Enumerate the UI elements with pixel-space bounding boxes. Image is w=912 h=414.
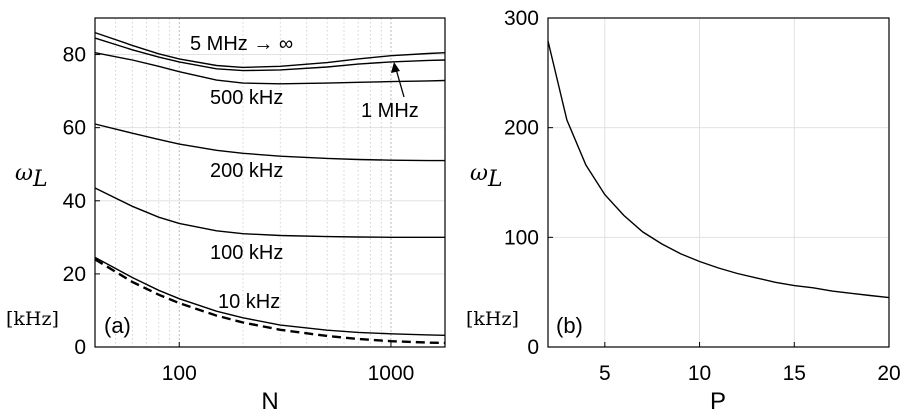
panel-b-y-tick-label: 0 <box>527 336 539 359</box>
panel-a-y-axis-label: ωL <box>15 161 48 192</box>
panel-a-x-tick-label: 1000 <box>368 362 415 385</box>
panel-a-ticks: 100 1000 0 20 40 60 80 <box>63 44 415 385</box>
panel-b-y-tick-label: 200 <box>504 117 539 140</box>
panel-b-unit-label: [kHz] <box>466 308 519 330</box>
annotation-5mhz: 5 MHz → ∞ <box>190 33 293 55</box>
annotation-100khz: 100 kHz <box>210 242 283 264</box>
panel-b-label: (b) <box>556 313 583 338</box>
panel-b-x-tick-label: 15 <box>783 362 806 385</box>
panel-b-x-tick-label: 5 <box>599 362 611 385</box>
panel-b-x-tick-label: 10 <box>688 362 711 385</box>
annotation-500khz: 500 kHz <box>210 87 283 109</box>
panel-a-series-line-3 <box>94 123 445 162</box>
panel-a-series-line-2 <box>94 52 446 85</box>
panel-a-label: (a) <box>104 313 131 338</box>
panel-a-unit-label: [kHz] <box>6 308 59 330</box>
panel-a-frame <box>94 17 446 348</box>
panel-a-y-tick-label: 0 <box>74 336 86 359</box>
panel-a-y-tick-label: 80 <box>63 44 86 67</box>
panel-a-x-axis-label: N <box>261 388 278 414</box>
annotation-1mhz-arrowhead <box>391 62 400 73</box>
panel-a-y-tick-label: 60 <box>63 117 86 140</box>
panel-b-y-tick-label: 300 <box>504 7 539 30</box>
panel-a-annotations: 5 MHz → ∞ 500 kHz 1 MHz 200 kHz 100 kHz … <box>190 33 419 313</box>
panel-a-series-line-1 <box>94 37 446 72</box>
panel-a: 100 1000 0 20 40 60 80 N ωL [kHz] (a) 5 MHz → … <box>6 17 446 414</box>
annotation-1mhz: 1 MHz <box>361 100 419 122</box>
panel-b-grid <box>548 17 890 348</box>
panel-a-y-tick-label: 20 <box>63 263 86 286</box>
panel-b-y-tick-label: 100 <box>504 226 539 249</box>
panel-b-x-axis-label: P <box>710 388 726 414</box>
panel-a-x-tick-label: 100 <box>162 362 197 385</box>
panel-b-y-axis-label: ωL <box>470 161 503 192</box>
panel-b-frame <box>547 17 890 348</box>
panel-a-series-line-0 <box>94 31 446 69</box>
panel-b-series-line-0 <box>547 40 890 299</box>
annotation-1mhz-arrow <box>395 68 405 98</box>
panel-a-y-tick-label: 40 <box>63 190 86 213</box>
panel-b-series <box>547 40 890 299</box>
annotation-10khz: 10 kHz <box>218 291 280 313</box>
annotation-200khz: 200 kHz <box>210 160 283 182</box>
panel-b-x-tick-label: 20 <box>877 362 900 385</box>
panel-a-series-line-5 <box>94 256 446 336</box>
panel-a-series-line-4 <box>94 187 445 239</box>
panel-a-series <box>94 31 446 345</box>
